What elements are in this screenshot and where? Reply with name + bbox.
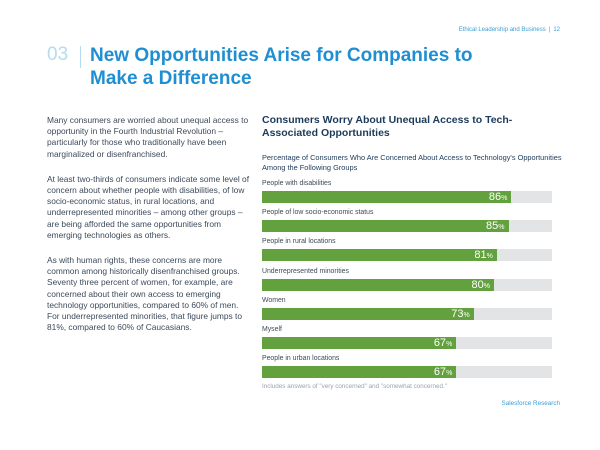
bar-label: People in rural locations	[262, 238, 336, 246]
bar-value-number: 80	[471, 278, 484, 291]
bar-value-label: 80%	[472, 279, 490, 293]
bar-group: Myself 67%	[262, 326, 552, 355]
bar-value-suffix: %	[486, 253, 493, 261]
bar: 86%	[262, 191, 512, 205]
bar-group: Women 73%	[262, 297, 552, 326]
header-section-title: Ethical Leadership and Business	[458, 27, 546, 33]
bar: 67%	[262, 336, 457, 351]
chart-footnote: Includes answers of "very concerned" and…	[262, 383, 448, 390]
bar-value-number: 73	[451, 307, 464, 320]
body-paragraph-2: At least two-thirds of consumers indicat…	[47, 173, 250, 240]
bar-value-label: 73%	[451, 308, 469, 322]
bar: 81%	[262, 249, 497, 263]
bar-label: Women	[262, 296, 286, 304]
bar-value-suffix: %	[483, 282, 490, 290]
bar-value-number: 85	[486, 220, 499, 233]
bar-value-suffix: %	[446, 370, 453, 378]
bar-track: 86%	[262, 191, 552, 203]
bar-value-label: 67%	[434, 366, 452, 380]
bar-group: Underrepresented minorities 80%	[262, 268, 552, 297]
bar-value-suffix: %	[446, 340, 453, 348]
bar-track: 73%	[262, 307, 552, 322]
source-credit: Salesforce Research	[501, 400, 560, 407]
page-header: Ethical Leadership and Business | 12	[459, 27, 560, 33]
bar: 67%	[262, 366, 457, 380]
bar-label: People of low socio-economic status	[262, 209, 374, 217]
bar: 73%	[262, 307, 474, 322]
bar-value-number: 81	[474, 249, 487, 262]
bar-track: 80%	[262, 278, 552, 293]
bar-value-suffix: %	[463, 311, 470, 319]
title-divider	[80, 46, 81, 68]
bar-value-suffix: %	[498, 224, 505, 232]
chart-title: Consumers Worry About Unequal Access to …	[262, 114, 513, 139]
bar-value-number: 67	[433, 336, 447, 349]
bar-label: Underrepresented minorities	[262, 267, 349, 275]
header-separator: |	[548, 27, 551, 33]
bar-label: People in urban locations	[262, 355, 340, 363]
bar-track: 67%	[262, 366, 552, 380]
bar-value-label: 85%	[486, 220, 504, 234]
bar-value-number: 86	[488, 191, 502, 203]
bar-value-label: 67%	[434, 337, 452, 351]
body-paragraph-3: As with human rights, these concerns are…	[47, 255, 243, 333]
bar: 80%	[262, 278, 494, 293]
bar-group: People with disabilities 86%	[262, 180, 552, 209]
bar-chart: People with disabilities 86% People of low…	[262, 180, 552, 384]
bar-value-suffix: %	[501, 195, 508, 202]
bar-track: 67%	[262, 336, 552, 351]
bar-value-label: 86%	[489, 191, 507, 205]
page-number: 12	[553, 27, 560, 33]
bar-value-label: 81%	[474, 249, 492, 263]
bar: 85%	[262, 220, 509, 234]
page-title-line-2: Make a Difference	[90, 68, 252, 89]
page-title-line-1: New Opportunities Arise for Companies to	[90, 45, 473, 66]
body-paragraph-1: Many consumers are worried about unequal…	[47, 115, 249, 159]
bar-track: 85%	[262, 220, 552, 234]
bar-group: People in rural locations 81%	[262, 238, 552, 267]
body-text: Many consumers are worried about unequal…	[47, 115, 252, 347]
chart-subtitle: Percentage of Consumers Who Are Concerne…	[262, 153, 562, 172]
bar-value-number: 67	[433, 366, 447, 379]
bar-track: 81%	[262, 249, 552, 263]
page-title: New Opportunities Arise for Companies to…	[90, 44, 490, 90]
section-number: 03	[47, 44, 69, 65]
bar-label: Myself	[262, 325, 282, 333]
bar-group: People of low socio-economic status 85%	[262, 209, 552, 238]
bar-label: People with disabilities	[262, 180, 332, 187]
bar-group: People in urban locations 67%	[262, 355, 552, 384]
